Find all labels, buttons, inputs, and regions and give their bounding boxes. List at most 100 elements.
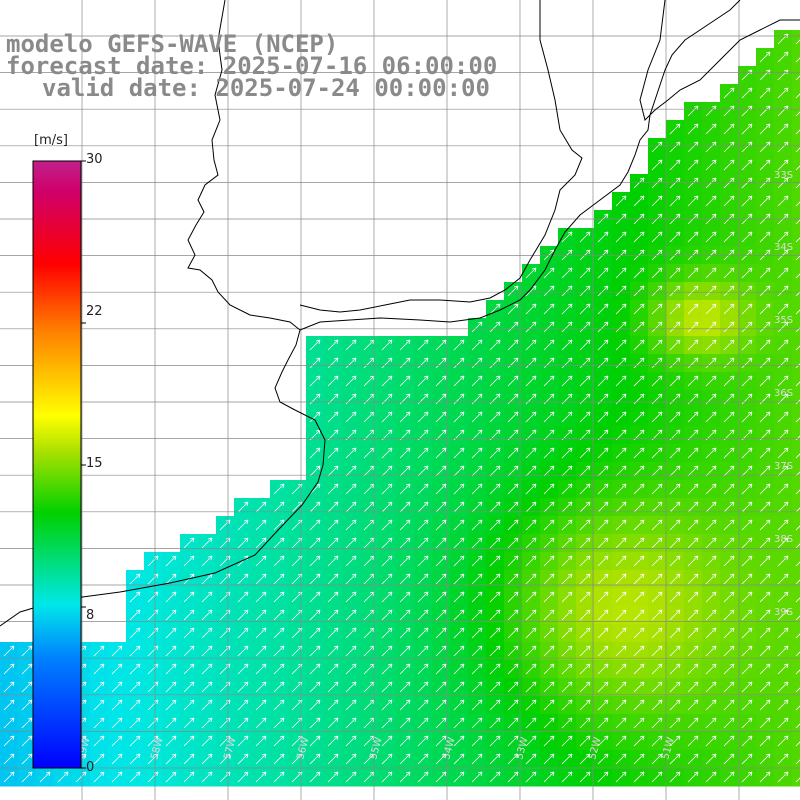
wind-arrow [705, 501, 717, 513]
wind-arrow [507, 537, 519, 549]
wind-arrow [183, 591, 195, 603]
wind-arrow [741, 609, 753, 621]
wind-arrow [705, 681, 717, 693]
wind-speed-cell [792, 480, 800, 499]
wind-arrow [705, 249, 717, 261]
wind-speed-cell [792, 624, 800, 643]
wind-arrow [651, 303, 663, 315]
wind-arrow [543, 699, 555, 711]
wind-arrow [489, 321, 501, 333]
wind-arrow [489, 591, 501, 603]
wind-arrow [381, 339, 393, 351]
wind-arrow [435, 483, 447, 495]
wind-arrow [309, 717, 321, 729]
wind-arrow [471, 735, 483, 747]
wind-arrow [507, 591, 519, 603]
wind-speed-cell [792, 678, 800, 697]
wind-arrow [399, 555, 411, 567]
wind-arrow [111, 663, 123, 675]
wind-arrow [669, 465, 681, 477]
wind-arrow [417, 465, 429, 477]
wind-arrow [489, 411, 501, 423]
wind-arrow [345, 753, 357, 765]
wind-arrow [705, 483, 717, 495]
wind-arrow [525, 321, 537, 333]
wind-speed-cell [792, 138, 800, 157]
wind-arrow [633, 681, 645, 693]
wind-arrow [615, 195, 627, 207]
wind-arrow [687, 267, 699, 279]
wind-arrow [255, 627, 267, 639]
wind-arrow [489, 555, 501, 567]
wind-arrow [615, 483, 627, 495]
wind-arrow [543, 321, 555, 333]
wind-arrow [3, 699, 15, 711]
wind-arrow [471, 645, 483, 657]
wind-arrow [309, 645, 321, 657]
wind-speed-cell [792, 696, 800, 715]
wind-arrow [489, 357, 501, 369]
wind-arrow [795, 75, 800, 81]
wind-arrow [381, 609, 393, 621]
wind-arrow [543, 645, 555, 657]
wind-arrow [579, 465, 591, 477]
colorbar-tick: 0 [86, 760, 95, 775]
wind-arrow [651, 681, 663, 693]
wind-arrow [633, 573, 645, 585]
wind-arrow [669, 195, 681, 207]
wind-arrow [417, 699, 429, 711]
wind-arrow [651, 195, 663, 207]
wind-arrow [435, 645, 447, 657]
wind-arrow [507, 483, 519, 495]
wind-speed-cell [792, 84, 800, 103]
colorbar-gradient [32, 160, 82, 769]
wind-arrow [543, 267, 555, 279]
wind-arrow [669, 753, 681, 765]
wind-arrow [651, 663, 663, 675]
wind-arrow [777, 573, 789, 585]
wind-arrow [795, 129, 800, 135]
wind-arrow [435, 573, 447, 585]
wind-arrow [561, 375, 573, 387]
wind-arrow [471, 357, 483, 369]
wind-arrow [327, 753, 339, 765]
wind-arrow [327, 627, 339, 639]
wind-arrow [615, 591, 627, 603]
wind-arrow [687, 771, 699, 783]
wind-arrow [723, 519, 735, 531]
wind-arrow [669, 411, 681, 423]
wind-arrow [543, 627, 555, 639]
wind-arrow [453, 645, 465, 657]
wind-arrow [597, 303, 609, 315]
wind-arrow [723, 555, 735, 567]
wind-arrow [633, 735, 645, 747]
wind-arrow [633, 501, 645, 513]
wind-arrow [777, 447, 789, 459]
wind-arrow [669, 717, 681, 729]
wind-arrow [633, 447, 645, 459]
wind-arrow [669, 519, 681, 531]
wind-arrow [579, 501, 591, 513]
wind-arrow [435, 411, 447, 423]
wind-arrow [309, 753, 321, 765]
wind-arrow [255, 609, 267, 621]
wind-arrow [759, 663, 771, 675]
wind-arrow [255, 555, 267, 567]
wind-arrow [705, 627, 717, 639]
wind-arrow [93, 699, 105, 711]
wind-speed-cell [792, 534, 800, 553]
wind-arrow [687, 465, 699, 477]
wind-arrow [381, 753, 393, 765]
wind-arrow [543, 339, 555, 351]
wind-arrow [795, 489, 800, 495]
wind-arrow [489, 447, 501, 459]
wind-arrow [669, 303, 681, 315]
wind-arrow [255, 699, 267, 711]
wind-arrow [705, 555, 717, 567]
wind-arrow [525, 681, 537, 693]
wind-arrow [507, 753, 519, 765]
wind-arrow [687, 717, 699, 729]
wind-arrow [777, 285, 789, 297]
wind-arrow [705, 591, 717, 603]
wind-arrow [435, 771, 447, 783]
